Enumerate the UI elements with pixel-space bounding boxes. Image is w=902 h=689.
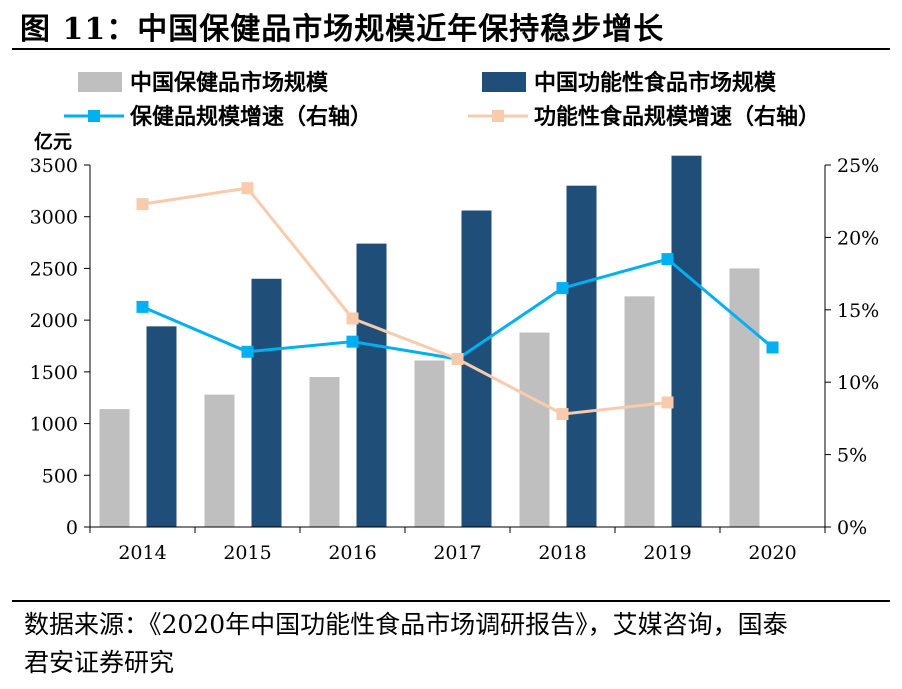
point-保健品规模增速（右轴）-2 [346,335,359,348]
bar-中国功能性食品市场规模-2014 [146,326,177,527]
bar-中国功能性食品市场规模-2016 [356,243,387,527]
x-tick-label: 2018 [538,542,586,564]
y-tick-label: 500 [42,465,78,487]
line-功能性食品规模增速（右轴） [142,186,668,416]
source-note: 数据来源：《2020年中国功能性食品市场调研报告》，艾媒咨询，国泰君安证券研究 [24,610,788,677]
y-tick-label: 1000 [30,414,78,436]
legend-marker-保健品规模增速（右轴） [88,110,100,122]
y-axis-label: 亿元 [34,130,72,153]
figure-title: 图 11：中国保健品市场规模近年保持稳步增长 [20,12,665,47]
x-tick-label: 2015 [223,542,271,564]
legend-label-中国保健品市场规模: 中国保健品市场规模 [130,70,329,96]
bar-中国功能性食品市场规模-2018 [566,185,597,527]
y-tick-label: 1500 [30,362,78,384]
bars [99,155,760,528]
axes: 0 500 1000 1500 2000 2500 3000 3500 0% 5% 10% 15% 20… [30,155,880,564]
y-tick-label: 2500 [30,258,78,280]
point-功能性食品规模增速（右轴）-4 [556,408,569,421]
lines [136,182,779,421]
legend-swatch-中国功能性食品市场规模 [482,72,526,92]
y-tick-label: 3000 [30,207,78,229]
source-divider [12,600,890,602]
point-保健品规模增速（右轴）-1 [241,345,254,358]
legend-label-功能性食品规模增速（右轴）: 功能性食品规模增速（右轴） [534,104,820,130]
legend-label-中国功能性食品市场规模: 中国功能性食品市场规模 [534,70,777,96]
point-功能性食品规模增速（右轴）-0 [136,198,149,211]
point-功能性食品规模增速（右轴）-3 [451,353,464,366]
point-保健品规模增速（右轴）-4 [556,282,569,295]
bar-中国保健品市场规模-2017 [414,360,445,527]
bar-中国保健品市场规模-2014 [99,409,130,527]
title-divider [12,48,890,50]
point-功能性食品规模增速（右轴）-2 [346,312,359,325]
bar-中国保健品市场规模-2018 [519,332,550,527]
bar-中国保健品市场规模-2019 [624,296,655,527]
y2-tick-label: 20% [837,227,879,249]
y2-tick-label: 0% [837,517,867,539]
bar-中国保健品市场规模-2020 [729,268,760,527]
y2-tick-label: 10% [837,372,879,394]
bar-中国功能性食品市场规模-2015 [251,278,282,527]
y2-tick-label: 5% [837,445,867,467]
x-tick-label: 2016 [328,542,376,564]
bar-中国保健品市场规模-2016 [309,377,340,527]
point-功能性食品规模增速（右轴）-1 [241,182,254,195]
x-tick-label: 2020 [748,542,796,564]
point-保健品规模增速（右轴）-6 [766,341,779,354]
y2-tick-label: 15% [837,300,879,322]
y-tick-label: 3500 [30,155,78,177]
x-tick-label: 2014 [118,542,166,564]
legend-swatch-中国保健品市场规模 [78,72,122,92]
y2-tick-label: 25% [837,155,879,177]
x-tick-label: 2017 [433,542,481,564]
bar-中国保健品市场规模-2015 [204,394,235,527]
y-tick-label: 2000 [30,310,78,332]
point-保健品规模增速（右轴）-0 [136,300,149,313]
bar-中国功能性食品市场规模-2019 [671,155,702,528]
x-tick-label: 2019 [643,542,691,564]
legend-label-保健品规模增速（右轴）: 保健品规模增速（右轴） [129,104,372,130]
legend-marker-功能性食品规模增速（右轴） [492,110,504,122]
y-tick-label: 0 [66,517,78,539]
point-保健品规模增速（右轴）-5 [661,253,674,266]
point-功能性食品规模增速（右轴）-5 [661,396,674,409]
